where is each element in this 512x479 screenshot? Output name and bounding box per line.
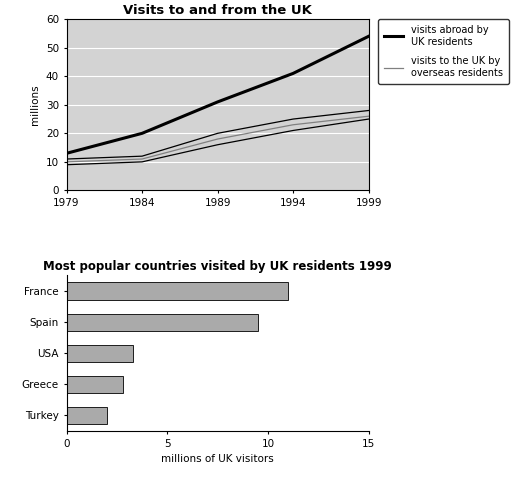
Bar: [67, 283, 288, 299]
Bar: [67, 314, 258, 331]
Y-axis label: millions: millions: [30, 84, 40, 125]
Title: Visits to and from the UK: Visits to and from the UK: [123, 4, 312, 17]
Legend: visits abroad by
UK residents, visits to the UK by
overseas residents: visits abroad by UK residents, visits to…: [378, 19, 508, 84]
Title: Most popular countries visited by UK residents 1999: Most popular countries visited by UK res…: [43, 260, 392, 273]
Bar: [67, 345, 133, 362]
Bar: [67, 376, 123, 393]
X-axis label: millions of UK visitors: millions of UK visitors: [161, 454, 274, 464]
Bar: [67, 407, 107, 424]
